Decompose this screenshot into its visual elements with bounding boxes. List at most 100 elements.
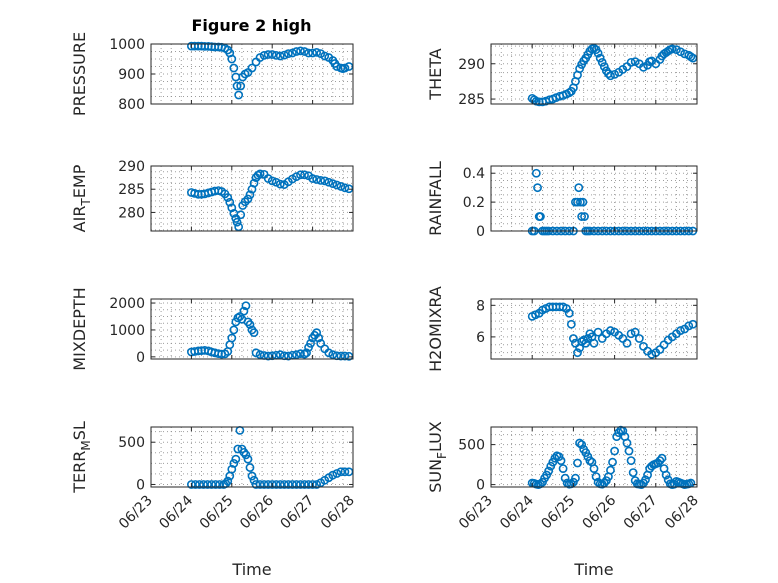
data-point [300, 170, 309, 180]
data-point [574, 183, 584, 193]
y-tick-label: 2000 [109, 296, 145, 312]
data-point [610, 446, 619, 456]
mixdepth-subplot: 0 1000 2000 MIXDEPTH [70, 287, 354, 371]
data-point [340, 183, 350, 193]
data-point [573, 197, 582, 207]
data-point [245, 320, 255, 329]
data-point [259, 480, 269, 489]
data-point [340, 351, 350, 361]
axes-box [490, 298, 698, 360]
data-point [626, 456, 636, 465]
data-point [227, 333, 237, 343]
data-point [275, 350, 285, 360]
y-axis-label: MIXDEPTH [70, 287, 89, 370]
y-tick-label: 0 [476, 224, 485, 240]
data-point [267, 176, 277, 186]
data-point [232, 217, 242, 227]
data-point [287, 480, 297, 489]
axes-box [490, 165, 698, 232]
data-point [622, 438, 632, 448]
data-point [292, 480, 301, 489]
x-axis-label: Time [231, 560, 271, 579]
axes-box [150, 165, 354, 232]
data-point [583, 334, 593, 343]
y-axis-label: AIRTEMP [70, 164, 93, 232]
y-tick-label: 0.2 [463, 195, 485, 211]
data-point [597, 57, 607, 67]
axes-box [150, 298, 354, 360]
data-point [589, 338, 599, 348]
y-axis-label-main: RAINFALL [426, 161, 445, 236]
data-point [560, 473, 570, 483]
data-point [312, 48, 322, 57]
data-point [577, 212, 587, 221]
data-point [566, 319, 576, 329]
data-point [249, 178, 259, 188]
rainfall-subplot: 0 0.2 0.4 RAINFALL [426, 161, 698, 240]
data-point [229, 458, 239, 468]
data-point [320, 51, 330, 61]
y-axis-label-rest: LUX [426, 421, 445, 452]
data-point [575, 64, 584, 74]
data-point [569, 334, 578, 343]
y-axis-label: SUNFLUX [426, 421, 449, 493]
y-tick-label: 285 [118, 182, 145, 198]
data-point [622, 338, 632, 348]
data-point [292, 47, 301, 56]
data-point [271, 51, 281, 60]
y-axis-label-subscript: F [435, 452, 449, 459]
data-point [215, 480, 225, 489]
data-point [688, 319, 698, 329]
data-point [312, 328, 322, 338]
data-point [628, 468, 638, 477]
y-axis-label-rest: SL [70, 421, 89, 440]
axes-box [490, 426, 698, 488]
data-point [241, 450, 251, 460]
axes-box [150, 426, 354, 488]
y-tick-label: 6 [476, 330, 485, 346]
data-point [241, 301, 251, 311]
data-point [211, 480, 221, 489]
data-point [236, 210, 246, 220]
axes-background [491, 299, 697, 359]
data-point [296, 46, 305, 56]
data-point [626, 57, 636, 67]
data-point [531, 168, 541, 178]
data-point [255, 350, 265, 360]
y-tick-label: 500 [458, 438, 485, 454]
data-point [558, 464, 568, 473]
data-point [247, 63, 257, 73]
y-axis-label-subscript: M [79, 440, 93, 450]
data-point [203, 480, 212, 489]
y-axis-label-main: PRESSURE [70, 32, 89, 116]
data-point [312, 175, 322, 184]
data-point [283, 49, 293, 58]
data-point [328, 350, 338, 360]
data-point [595, 53, 605, 63]
data-point [647, 349, 657, 359]
data-point [536, 212, 545, 221]
data-point [589, 464, 599, 473]
data-point [247, 471, 257, 481]
air-temp-subplot: 280 285 290 AIRTEMP [70, 159, 354, 232]
data-point [320, 176, 330, 186]
y-tick-label: 0 [136, 477, 145, 493]
x-axis-label: Time [573, 560, 613, 579]
data-point [255, 480, 265, 489]
data-point [608, 457, 617, 467]
data-point [283, 480, 293, 489]
data-point [279, 480, 289, 489]
data-point [606, 465, 615, 475]
y-axis-label: RAINFALL [426, 161, 445, 236]
data-point [634, 334, 644, 343]
y-tick-label: 1000 [109, 323, 145, 339]
theta-subplot: 285 290 THETA [426, 43, 698, 108]
y-axis-label-main: TERR [70, 451, 89, 494]
data-point [577, 440, 587, 449]
data-point [544, 466, 554, 476]
data-point [336, 351, 346, 361]
data-point [606, 326, 615, 335]
data-point [624, 446, 634, 456]
data-point [630, 327, 640, 337]
data-point [251, 480, 261, 489]
